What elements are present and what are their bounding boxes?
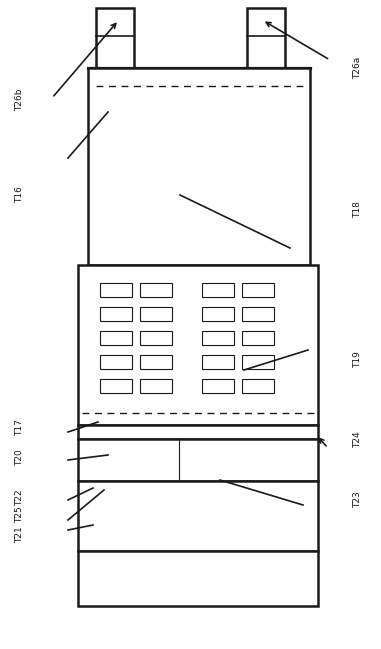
Bar [202, 331, 234, 345]
Text: T17: T17 [16, 419, 24, 436]
Bar [100, 283, 132, 297]
Text: T26a: T26a [354, 57, 362, 79]
Bar [100, 355, 132, 369]
Bar [96, 8, 134, 88]
Text: T21: T21 [16, 526, 24, 543]
Bar [140, 283, 172, 297]
Bar [242, 283, 274, 297]
Bar [202, 283, 234, 297]
Text: T23: T23 [354, 492, 362, 508]
Bar [100, 307, 132, 321]
Bar [242, 331, 274, 345]
Text: T26b: T26b [16, 89, 24, 111]
Bar [242, 379, 274, 393]
Bar [202, 379, 234, 393]
Bar [242, 355, 274, 369]
Bar [100, 331, 132, 345]
Text: T19: T19 [354, 352, 362, 369]
Bar [202, 355, 234, 369]
Bar [78, 481, 318, 551]
Bar [78, 425, 318, 439]
Bar [100, 379, 132, 393]
Bar [140, 331, 172, 345]
Bar [140, 307, 172, 321]
Bar [78, 439, 318, 481]
Text: T22: T22 [16, 490, 24, 506]
Text: T25: T25 [16, 507, 24, 523]
Bar [242, 307, 274, 321]
Bar [202, 307, 234, 321]
Bar [247, 8, 285, 88]
Text: T20: T20 [16, 450, 24, 467]
Text: T16: T16 [16, 186, 24, 203]
Bar [88, 68, 310, 265]
Text: T24: T24 [354, 432, 362, 448]
Bar [140, 379, 172, 393]
Bar [140, 355, 172, 369]
Text: T18: T18 [354, 202, 362, 219]
Bar [78, 265, 318, 425]
Bar [78, 551, 318, 606]
